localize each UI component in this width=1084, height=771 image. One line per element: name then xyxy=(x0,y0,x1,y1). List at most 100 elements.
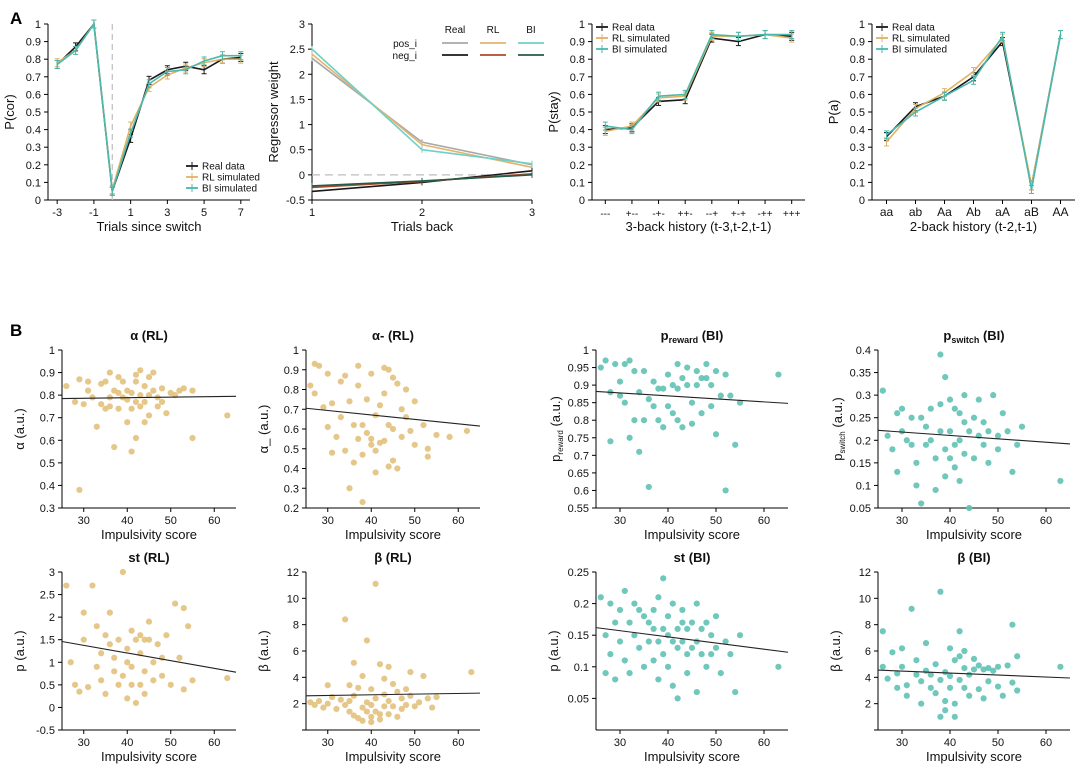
data-point xyxy=(722,371,729,378)
y-tick-label: 0.2 xyxy=(574,599,589,611)
data-point xyxy=(411,703,418,710)
y-axis-label: P(stay) xyxy=(546,91,561,132)
legend-label: RL simulated xyxy=(892,34,950,45)
y-tick-label: 0.8 xyxy=(26,54,41,66)
data-point xyxy=(115,389,122,396)
chart-title: α (RL) xyxy=(130,328,168,343)
chart-b7: 0.05 0.1 0.15 0.2 0.25 30 40 50 60 Impulsivity sc… xyxy=(546,550,789,764)
data-point xyxy=(664,663,672,670)
data-point xyxy=(381,675,388,682)
data-point xyxy=(966,504,973,512)
y-tick-label: 0.3 xyxy=(856,390,871,402)
y-tick-label: 0.5 xyxy=(850,107,865,119)
data-point xyxy=(337,414,344,421)
data-point xyxy=(942,473,949,480)
x-tick-label: 30 xyxy=(896,737,908,749)
data-point xyxy=(650,657,657,664)
y-axis-label: pswitch (a.u.) xyxy=(830,397,847,460)
data-point xyxy=(927,437,934,444)
data-point xyxy=(368,435,375,442)
data-point xyxy=(402,386,410,393)
data-point xyxy=(311,390,318,397)
data-point xyxy=(132,378,140,385)
data-point xyxy=(664,403,672,410)
data-point xyxy=(376,402,384,409)
y-tick-label: 1 xyxy=(299,120,305,132)
data-point xyxy=(98,650,105,657)
data-point xyxy=(1014,687,1021,694)
data-point xyxy=(708,382,715,389)
data-point xyxy=(93,623,100,630)
data-point xyxy=(640,663,648,670)
data-point xyxy=(970,655,978,663)
data-point xyxy=(329,400,336,407)
data-point xyxy=(626,619,633,626)
data-point xyxy=(616,638,624,645)
data-point xyxy=(368,719,375,726)
x-tick-label: 30 xyxy=(614,515,626,527)
y-tick-label: 0.5 xyxy=(290,145,305,157)
x-tick-label: aA xyxy=(995,205,1010,219)
x-tick-label: 7 xyxy=(238,207,244,219)
x-tick-label: 50 xyxy=(165,737,177,749)
data-point xyxy=(337,378,344,385)
legend-label: RL simulated xyxy=(612,34,670,45)
data-point xyxy=(145,412,153,419)
y-tick-label: 0.1 xyxy=(856,480,871,492)
data-point xyxy=(376,711,384,718)
x-tick-label: 40 xyxy=(365,515,377,527)
data-point xyxy=(71,681,79,688)
data-point xyxy=(402,414,410,421)
y-axis-label: preward (a.u.) xyxy=(548,396,565,462)
y-tick-label: 6 xyxy=(865,646,871,658)
y-axis-label-suffix: (a.u.) xyxy=(548,396,563,430)
data-point xyxy=(607,651,614,658)
data-point xyxy=(150,387,157,394)
data-point xyxy=(975,686,982,693)
chart-b4: 0.05 0.1 0.15 0.2 0.25 0.3 0.35 0.4 30 40 50 60 Impu… xyxy=(830,328,1071,542)
data-point xyxy=(137,367,144,374)
y-tick-label: 0.1 xyxy=(26,177,41,189)
data-point xyxy=(89,582,96,589)
data-point xyxy=(115,405,122,412)
y-tick-label: 0.3 xyxy=(850,142,865,154)
data-point xyxy=(141,690,148,697)
data-point xyxy=(932,661,939,668)
data-point xyxy=(394,713,401,720)
data-point xyxy=(975,396,982,403)
data-point xyxy=(158,398,166,406)
x-tick-label: 40 xyxy=(662,515,674,527)
x-tick-label: ++- xyxy=(678,209,693,220)
data-point xyxy=(693,382,700,389)
x-tick-label: 50 xyxy=(710,515,722,527)
data-point xyxy=(158,672,166,679)
data-point xyxy=(937,588,944,595)
data-point xyxy=(342,616,349,623)
data-point xyxy=(411,441,418,448)
y-tick-label: 0.8 xyxy=(284,385,299,397)
data-point xyxy=(621,587,628,595)
y-tick-label: 1 xyxy=(35,19,41,31)
data-point xyxy=(154,403,161,410)
data-point xyxy=(363,708,370,715)
data-point xyxy=(1014,441,1021,448)
data-point xyxy=(67,659,74,666)
data-point xyxy=(320,404,327,411)
y-tick-label: 0.1 xyxy=(850,177,865,189)
x-tick-label: 50 xyxy=(409,515,421,527)
data-point xyxy=(698,651,705,658)
data-point xyxy=(655,385,662,392)
x-tick-label: -3 xyxy=(52,207,62,219)
data-point xyxy=(951,713,958,720)
data-point xyxy=(956,477,963,485)
data-point xyxy=(180,686,187,693)
x-tick-label: 30 xyxy=(614,737,626,749)
data-point xyxy=(115,373,122,381)
chart-title: β (RL) xyxy=(374,550,412,565)
y-tick-label: 0.6 xyxy=(574,485,589,497)
data-point xyxy=(350,659,357,666)
x-tick-label: 60 xyxy=(208,737,220,749)
y-tick-label: 4 xyxy=(865,672,871,684)
chart-b8: 2 4 6 8 10 12 30 40 50 60 Impulsivity score β (a.u.… xyxy=(828,550,1071,764)
data-point xyxy=(1009,621,1016,628)
